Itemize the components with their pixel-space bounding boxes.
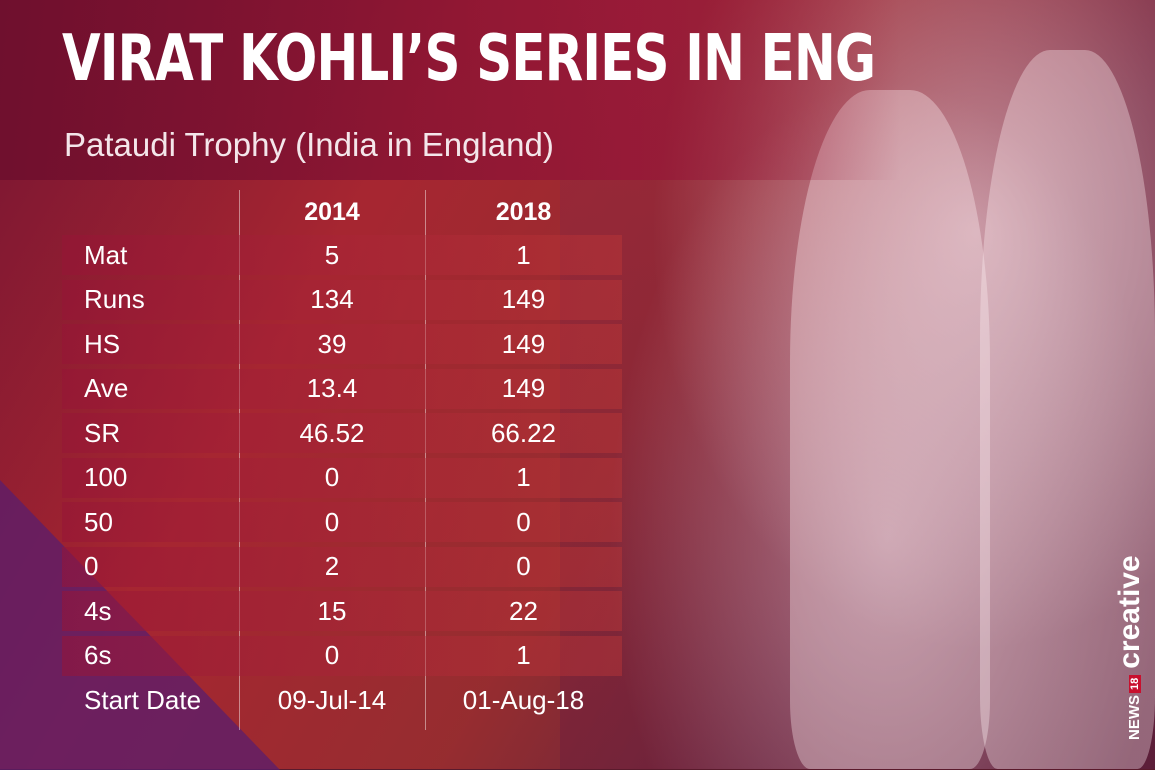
table-row: 6s 0 1 [62,635,622,676]
logo-news: NEWS [1126,695,1143,740]
logo-creative: creative [1113,555,1146,669]
row-label: 6s [84,640,112,670]
row-value: 13.4 [306,373,358,403]
row-value: 149 [501,284,546,314]
row-value: 1 [516,462,531,492]
table-row: 0 2 0 [62,546,622,587]
row-value: 149 [501,373,546,403]
logo-number: 18 [1128,674,1141,693]
row-value: 66.22 [490,417,557,448]
page-title: VIRAT KOHLI’S SERIES IN ENG [62,22,876,96]
logo-text: NEWS 18 creative [1113,555,1147,740]
stats-table: 2014 2018 Mat 5 1 Runs 134 149 HS 39 149 Ave 13.4 1… [62,190,622,725]
table-row: Ave 13.4 149 [62,368,622,409]
row-label: 4s [84,595,112,626]
table-row: Mat 5 1 [62,235,622,275]
table-row: Runs 134 149 [62,279,622,320]
title-banner [0,0,900,180]
row-value: 5 [324,239,340,270]
row-value: 1 [516,239,531,270]
player-figure-teammate [980,50,1155,769]
row-value: 01-Aug-18 [462,684,585,715]
row-value: 134 [310,284,354,314]
row-value: 0 [324,640,340,670]
table-row: HS 39 149 [62,324,622,364]
row-value: 22 [509,595,538,626]
page-subtitle: Pataudi Trophy (India in England) [64,126,554,163]
row-label: 50 [84,506,113,537]
row-label: 0 [84,551,99,581]
row-value: 39 [317,328,347,359]
row-value: 2 [324,551,340,581]
player-figure-kohli [790,90,990,769]
table-header: 2014 2018 [62,190,622,235]
header-cell: 2018 [495,198,552,226]
row-value: 46.52 [299,417,365,448]
row-value: 0 [516,551,531,581]
row-value: 0 [516,506,531,537]
row-label: Start Date [84,684,202,715]
row-value: 09-Jul-14 [277,684,387,715]
row-label: Mat [84,239,128,270]
table-row: SR 46.52 66.22 [62,413,622,453]
table-row: 50 0 0 [62,502,622,542]
table-row: 100 0 1 [62,457,622,498]
table-row: Start Date 09-Jul-14 01-Aug-18 [62,680,622,720]
table-row: 4s 15 22 [62,591,622,631]
row-label: SR [84,417,121,448]
row-label: Runs [84,284,145,314]
row-value: 0 [324,462,340,492]
row-value: 1 [516,640,531,670]
row-value: 15 [317,595,347,626]
row-label: 100 [84,462,128,492]
row-value: 0 [324,506,340,537]
row-value: 149 [501,328,546,359]
row-label: HS [84,328,121,359]
row-label: Ave [84,373,129,403]
header-cell: 2014 [304,198,360,226]
